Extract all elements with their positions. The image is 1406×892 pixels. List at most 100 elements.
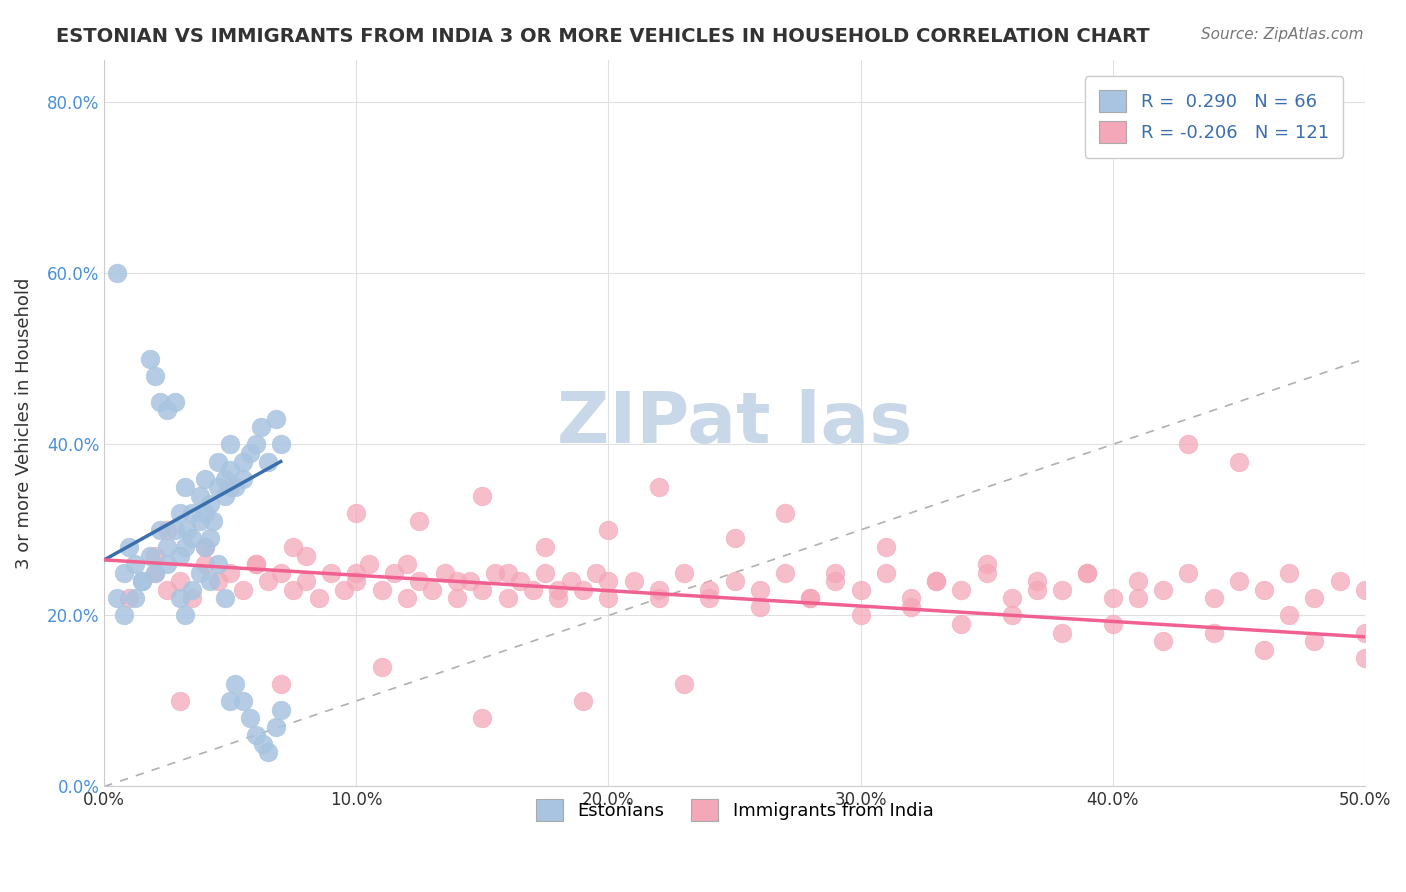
Point [169,694,191,708]
Point [295,574,318,589]
Point [408,515,430,529]
Point [1126,591,1149,606]
Point [824,574,846,589]
Point [357,557,380,571]
Point [239,446,262,460]
Point [799,591,821,606]
Point [131,574,153,589]
Point [156,582,179,597]
Point [471,582,494,597]
Point [245,728,267,742]
Point [283,540,305,554]
Point [198,497,221,511]
Text: ESTONIAN VS IMMIGRANTS FROM INDIA 3 OR MORE VEHICLES IN HOUSEHOLD CORRELATION CH: ESTONIAN VS IMMIGRANTS FROM INDIA 3 OR M… [56,27,1150,45]
Point [219,566,242,580]
Point [207,480,229,494]
Point [219,463,242,477]
Point [799,591,821,606]
Point [598,574,620,589]
Point [560,574,582,589]
Point [344,574,367,589]
Point [219,694,242,708]
Point [1026,574,1049,589]
Point [1052,625,1074,640]
Point [420,582,443,597]
Point [547,582,569,597]
Point [169,506,191,520]
Point [1227,574,1250,589]
Point [572,694,595,708]
Point [156,523,179,537]
Point [471,711,494,725]
Point [572,582,595,597]
Point [169,591,191,606]
Point [598,591,620,606]
Point [509,574,531,589]
Point [174,540,197,554]
Point [283,582,305,597]
Point [1253,642,1275,657]
Point [143,566,166,580]
Point [138,549,160,563]
Point [169,549,191,563]
Point [219,437,242,451]
Point [156,557,179,571]
Point [1354,651,1376,665]
Point [188,489,211,503]
Point [239,711,262,725]
Point [138,351,160,366]
Point [484,566,506,580]
Point [156,403,179,417]
Point [673,677,696,691]
Point [207,574,229,589]
Point [370,659,392,673]
Point [824,566,846,580]
Point [188,515,211,529]
Point [408,574,430,589]
Point [270,437,292,451]
Point [1001,608,1024,623]
Point [332,582,354,597]
Point [198,532,221,546]
Point [1354,625,1376,640]
Point [188,566,211,580]
Point [143,566,166,580]
Point [214,472,236,486]
Point [849,582,872,597]
Point [748,599,770,614]
Text: Source: ZipAtlas.com: Source: ZipAtlas.com [1201,27,1364,42]
Point [471,489,494,503]
Point [344,506,367,520]
Point [118,591,141,606]
Point [232,472,254,486]
Point [1303,634,1326,648]
Point [1202,591,1225,606]
Point [105,266,128,280]
Point [194,472,217,486]
Point [1253,582,1275,597]
Point [169,574,191,589]
Point [214,489,236,503]
Point [232,694,254,708]
Point [1001,591,1024,606]
Point [270,702,292,716]
Point [181,582,204,597]
Point [224,480,246,494]
Point [370,582,392,597]
Point [181,506,204,520]
Point [1177,437,1199,451]
Point [245,557,267,571]
Point [723,532,745,546]
Point [149,394,172,409]
Point [1303,591,1326,606]
Point [174,608,197,623]
Point [950,582,973,597]
Point [1202,625,1225,640]
Point [446,591,468,606]
Point [1278,566,1301,580]
Point [547,591,569,606]
Point [194,540,217,554]
Legend: Estonians, Immigrants from India: Estonians, Immigrants from India [522,785,948,836]
Point [1101,617,1123,632]
Point [181,591,204,606]
